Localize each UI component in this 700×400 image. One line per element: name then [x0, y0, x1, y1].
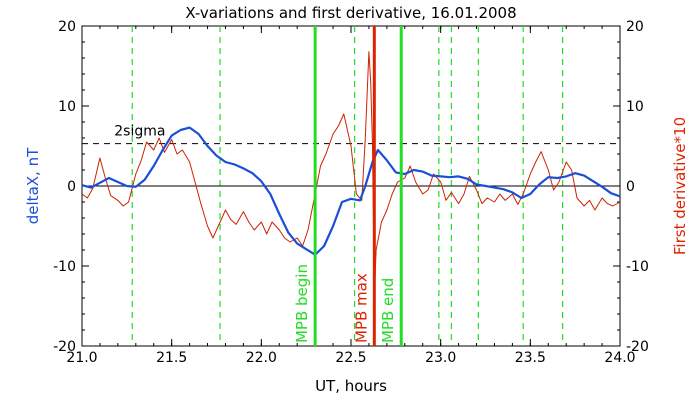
y-tick-label-left: -20 — [53, 339, 76, 355]
x-tick-label: 22.5 — [335, 350, 366, 366]
chart-title: X-variations and first derivative, 16.01… — [185, 4, 516, 22]
deltax-series-line — [81, 126, 621, 256]
y-tick-label-right: -10 — [626, 259, 649, 275]
x-tick-label: 23.0 — [425, 350, 456, 366]
y-tick-label-left: 20 — [58, 19, 76, 35]
x-tick-label: 21.0 — [66, 350, 97, 366]
x-tick-label: 21.5 — [156, 350, 187, 366]
y-tick-label-left: 0 — [67, 179, 76, 195]
y-tick-label-right: -20 — [626, 339, 649, 355]
y-tick-label-left: -10 — [53, 259, 76, 275]
x-axis: 21.0 21.5 22.0 22.5 23.0 23.5 24.0 — [66, 26, 636, 366]
y-tick-label-right: 10 — [626, 99, 644, 115]
y-axis: -20 -10 0 10 20 -20 -10 0 10 20 — [53, 19, 649, 355]
y-tick-label-left: 10 — [58, 99, 76, 115]
y-tick-label-right: 0 — [626, 179, 635, 195]
series-lines — [81, 51, 621, 299]
x-axis-label: UT, hours — [315, 377, 387, 395]
derivative-series-line — [81, 51, 621, 299]
markers: MPB begin MPB max MPB end — [293, 26, 403, 346]
marker-label: MPB end — [379, 278, 397, 343]
marker-label: MPB begin — [293, 264, 311, 343]
x-tick-label: 24.0 — [604, 350, 635, 366]
sigma-label: 2sigma — [114, 124, 165, 140]
marker-label: MPB max — [352, 273, 370, 343]
y-tick-label-right: 20 — [626, 19, 644, 35]
y-axis-label-left: deltaX, nT — [24, 147, 42, 224]
x-tick-label: 22.0 — [246, 350, 277, 366]
y-axis-label-right: First derivative*10 — [671, 117, 689, 255]
x-tick-label: 23.5 — [515, 350, 546, 366]
